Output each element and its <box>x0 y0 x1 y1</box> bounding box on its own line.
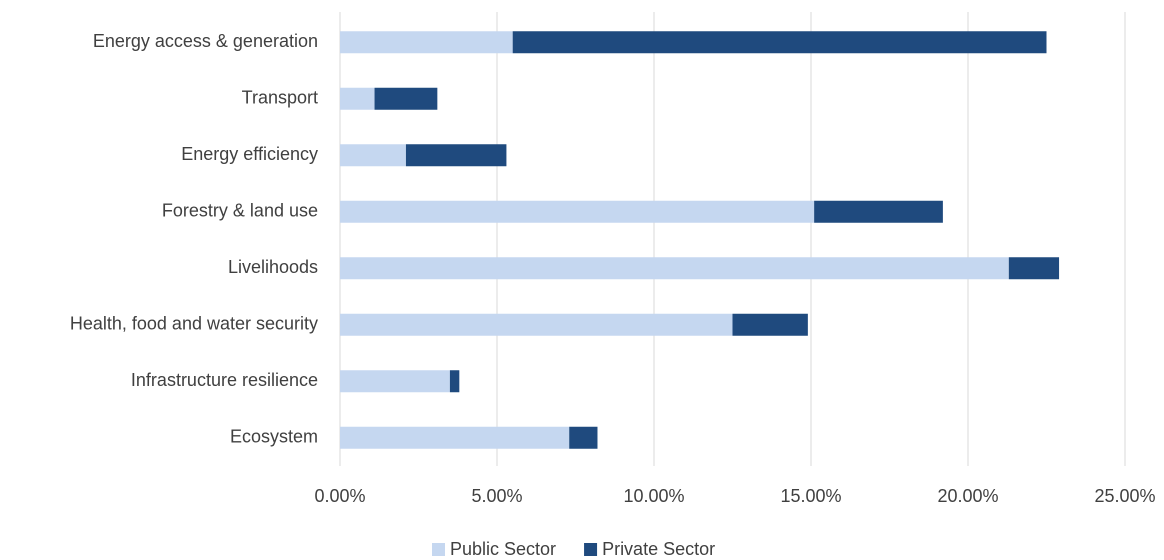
bar-segment <box>1008 257 1060 280</box>
bar-segment <box>449 370 460 393</box>
bar-segment <box>340 370 450 393</box>
bar-segment <box>340 87 375 110</box>
legend-label: Public Sector <box>450 539 556 559</box>
y-tick-label: Forestry & land use <box>162 201 318 221</box>
y-tick-label: Ecosystem <box>230 427 318 447</box>
bar-segment <box>340 144 406 167</box>
bar-segment <box>405 144 507 167</box>
y-tick-label: Transport <box>242 88 318 108</box>
legend-label: Private Sector <box>602 539 715 559</box>
x-tick-label: 0.00% <box>314 486 365 506</box>
x-tick-label: 20.00% <box>937 486 998 506</box>
bar-segment <box>340 257 1009 280</box>
bar-segment <box>340 31 513 54</box>
x-tick-label: 15.00% <box>780 486 841 506</box>
bar-segment <box>569 426 598 449</box>
y-tick-label: Infrastructure resilience <box>131 370 318 390</box>
y-tick-label: Energy efficiency <box>181 144 318 164</box>
x-tick-label: 5.00% <box>471 486 522 506</box>
bar-segment <box>814 200 943 223</box>
bar-segment <box>512 31 1047 54</box>
bar-segment <box>340 313 733 336</box>
y-tick-label: Health, food and water security <box>70 314 318 334</box>
bar-segment <box>732 313 808 336</box>
bar-segment <box>374 87 438 110</box>
y-tick-label: Livelihoods <box>228 257 318 277</box>
legend-swatch <box>432 543 445 556</box>
x-tick-label: 10.00% <box>623 486 684 506</box>
x-tick-label: 25.00% <box>1094 486 1155 506</box>
bar-segment <box>340 426 570 449</box>
bar-segment <box>340 200 815 223</box>
y-tick-label: Energy access & generation <box>93 31 318 51</box>
legend-swatch <box>584 543 598 556</box>
